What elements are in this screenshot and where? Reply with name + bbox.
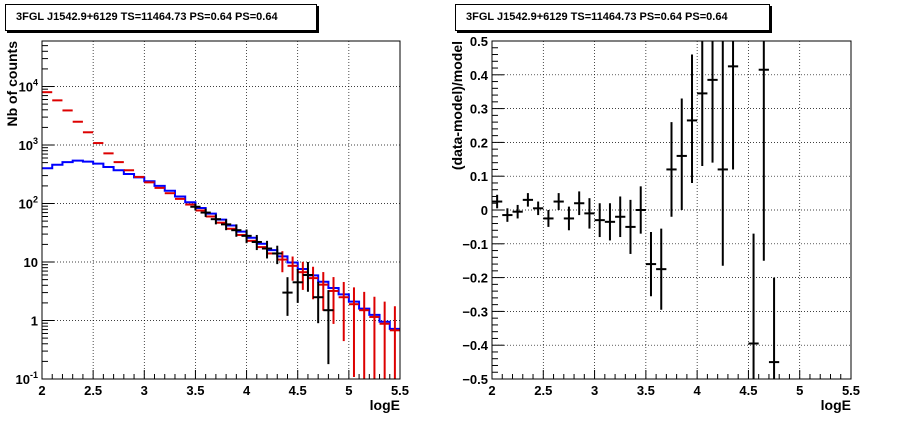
y-tick-label: 103 — [19, 136, 38, 153]
x-tick-label: 4.5 — [739, 383, 757, 398]
y-tick-label: 102 — [19, 195, 38, 212]
plot-frame — [491, 40, 852, 380]
x-axis-label: logE — [821, 397, 851, 413]
y-tick-label: 0.4 — [470, 68, 489, 83]
y-tick-label: 0.5 — [470, 34, 488, 49]
x-tick-label: 5.5 — [842, 383, 860, 398]
x-tick-label: 2.5 — [84, 383, 102, 398]
y-axis-label: Nb of counts — [4, 41, 20, 127]
x-tick-label: 3.5 — [186, 383, 204, 398]
plot-frame — [41, 40, 401, 380]
x-tick-label: 3 — [141, 383, 148, 398]
y-tick-label: −0.4 — [462, 338, 488, 353]
y-axis-label: (data-model)/model — [449, 41, 465, 170]
left-plot-title: 3FGL J1542.9+6129 TS=11464.73 PS=0.64 PS… — [5, 4, 317, 31]
series-0 — [42, 159, 400, 330]
y-tick-label: −0.3 — [462, 304, 488, 319]
x-tick-label: 4 — [694, 383, 702, 398]
right-plot-title: 3FGL J1542.9+6129 TS=11464.73 PS=0.64 PS… — [455, 4, 770, 31]
x-tick-label: 2.5 — [534, 383, 552, 398]
x-tick-label: 3 — [591, 383, 598, 398]
x-tick-label: 2 — [488, 383, 495, 398]
series-0 — [492, 41, 780, 379]
x-tick-label: 2 — [38, 383, 45, 398]
y-tick-label: 0.3 — [470, 102, 488, 117]
y-tick-label: 0.2 — [470, 135, 488, 150]
counts-plot: 2 2.5 3 3.5 4 4.5 5 5.5 10-1 1 10 102 103 104 logE Nb o… — [4, 40, 409, 413]
series-1 — [42, 91, 400, 379]
model-histogram-line — [42, 159, 400, 330]
residuals-plot: 2 2.5 3 3.5 4 4.5 5 5.5 0.5 0.4 0.3 0.2 0.1 0 −0.1 −0.2… — [449, 34, 860, 413]
y-tick-label: 0 — [481, 203, 488, 218]
x-axis-label: logE — [370, 397, 400, 413]
x-tick-label: 4 — [243, 383, 251, 398]
y-tick-label: −0.1 — [462, 237, 488, 252]
y-tick-label: −0.5 — [462, 372, 488, 387]
x-tick-label: 5 — [345, 383, 352, 398]
x-tick-label: 5.5 — [391, 383, 409, 398]
x-tick-label: 3.5 — [637, 383, 655, 398]
x-tick-label: 4.5 — [289, 383, 307, 398]
y-tick-label: 104 — [19, 78, 38, 95]
y-tick-label: 10-1 — [16, 370, 38, 387]
y-tick-label: 1 — [31, 314, 38, 329]
y-tick-label: 10 — [24, 255, 38, 270]
x-tick-label: 5 — [796, 383, 803, 398]
series-2 — [190, 203, 334, 365]
y-tick-label: −0.2 — [462, 271, 488, 286]
y-tick-label: 0.1 — [470, 169, 488, 184]
